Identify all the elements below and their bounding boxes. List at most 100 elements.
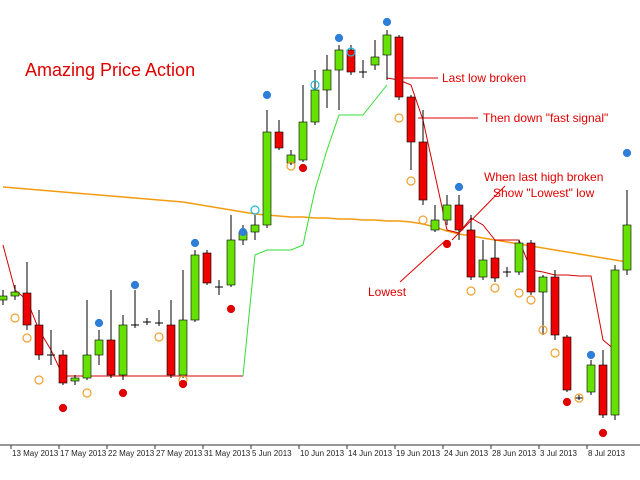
candle-body bbox=[34, 324, 44, 356]
candle-body bbox=[586, 364, 596, 393]
candle-body bbox=[250, 224, 260, 233]
signal-marker bbox=[562, 397, 572, 407]
x-tick-label: 14 Jun 2013 bbox=[348, 449, 393, 458]
candle-body bbox=[82, 354, 92, 379]
candle-body bbox=[262, 131, 272, 226]
x-tick-label: 27 May 2013 bbox=[156, 449, 203, 458]
annotation-line bbox=[451, 185, 506, 241]
signal-marker bbox=[94, 318, 104, 328]
indicator-line bbox=[242, 84, 388, 377]
candle-body bbox=[226, 239, 236, 286]
signal-marker bbox=[334, 33, 344, 43]
x-tick-label: 10 Jun 2013 bbox=[300, 449, 345, 458]
candle-body bbox=[0, 295, 8, 301]
signal-marker bbox=[118, 388, 128, 398]
signal-marker bbox=[298, 163, 308, 173]
candle-body bbox=[58, 354, 68, 384]
candle-body bbox=[418, 141, 428, 201]
candle-body bbox=[298, 121, 308, 161]
x-tick-label: 8 Jul 2013 bbox=[588, 449, 625, 458]
signal-marker bbox=[514, 288, 524, 298]
candle-body bbox=[274, 131, 284, 149]
candle-body bbox=[598, 364, 608, 416]
annotation: When last high broken bbox=[484, 170, 603, 184]
x-tick-label: 5 Jun 2013 bbox=[252, 449, 292, 458]
signal-marker bbox=[346, 47, 356, 57]
candle-body bbox=[190, 254, 200, 321]
signal-marker bbox=[226, 304, 236, 314]
signal-marker bbox=[310, 80, 320, 90]
signal-marker bbox=[550, 348, 560, 358]
candle-body bbox=[106, 339, 116, 376]
x-tick-label: 31 May 2013 bbox=[204, 449, 251, 458]
candle-body bbox=[382, 34, 392, 56]
signal-marker bbox=[394, 113, 404, 123]
signal-marker bbox=[466, 286, 476, 296]
x-tick-label: 19 Jun 2013 bbox=[396, 449, 441, 458]
signal-marker bbox=[418, 215, 428, 225]
signal-marker bbox=[586, 350, 596, 360]
signal-marker bbox=[382, 17, 392, 27]
candle-body bbox=[202, 252, 212, 284]
signal-marker bbox=[538, 325, 548, 335]
candle-body bbox=[166, 324, 176, 376]
x-tick-label: 28 Jun 2013 bbox=[492, 449, 537, 458]
candle-body bbox=[550, 276, 560, 336]
candle-body bbox=[538, 276, 548, 293]
x-tick-label: 17 May 2013 bbox=[60, 449, 107, 458]
signal-marker bbox=[622, 148, 632, 158]
chart-title: Amazing Price Action bbox=[25, 60, 195, 80]
signal-marker bbox=[82, 388, 92, 398]
signal-marker bbox=[190, 238, 200, 248]
signal-marker bbox=[178, 379, 188, 389]
candle-body bbox=[406, 96, 416, 143]
candle-body bbox=[478, 259, 488, 278]
signal-marker bbox=[454, 182, 464, 192]
candle-body bbox=[610, 269, 620, 416]
signal-marker bbox=[130, 280, 140, 290]
signal-marker bbox=[598, 428, 608, 438]
candle-body bbox=[334, 49, 344, 71]
candle-body bbox=[562, 336, 572, 391]
signal-marker bbox=[262, 90, 272, 100]
candle-body bbox=[70, 377, 80, 382]
candle-body bbox=[526, 242, 536, 293]
x-tick-label: 13 May 2013 bbox=[12, 449, 59, 458]
signal-marker bbox=[238, 227, 248, 237]
annotation: Show "Lowest" low bbox=[493, 186, 595, 200]
signal-marker bbox=[34, 375, 44, 385]
signal-marker bbox=[22, 333, 32, 343]
candle-body bbox=[178, 319, 188, 376]
annotation-line bbox=[399, 239, 447, 283]
plot bbox=[0, 17, 632, 438]
candle-body bbox=[118, 324, 128, 376]
candle-body bbox=[10, 291, 20, 297]
candle-body bbox=[394, 36, 404, 98]
candle-body bbox=[466, 229, 476, 278]
candle-body bbox=[622, 224, 632, 271]
signal-marker bbox=[286, 161, 296, 171]
signal-marker bbox=[250, 205, 260, 215]
annotation: Last low broken bbox=[442, 71, 526, 85]
candle-body bbox=[346, 49, 356, 73]
candle-body bbox=[310, 89, 320, 123]
x-tick-label: 3 Jul 2013 bbox=[540, 449, 577, 458]
candle-body bbox=[286, 154, 296, 164]
candle-body bbox=[430, 219, 440, 231]
annotation: Lowest bbox=[368, 285, 407, 299]
x-tick-label: 24 Jun 2013 bbox=[444, 449, 489, 458]
candle-body bbox=[490, 257, 500, 279]
signal-marker bbox=[154, 332, 164, 342]
signal-marker bbox=[406, 176, 416, 186]
candle-body bbox=[94, 339, 104, 356]
candle-body bbox=[22, 292, 32, 326]
candle-body bbox=[514, 242, 524, 273]
annotation: Then down "fast signal" bbox=[483, 111, 608, 125]
candle-body bbox=[454, 204, 464, 231]
signal-marker bbox=[574, 393, 584, 403]
signal-marker bbox=[442, 239, 452, 249]
x-tick-label: 22 May 2013 bbox=[108, 449, 155, 458]
candle-body bbox=[370, 56, 380, 66]
